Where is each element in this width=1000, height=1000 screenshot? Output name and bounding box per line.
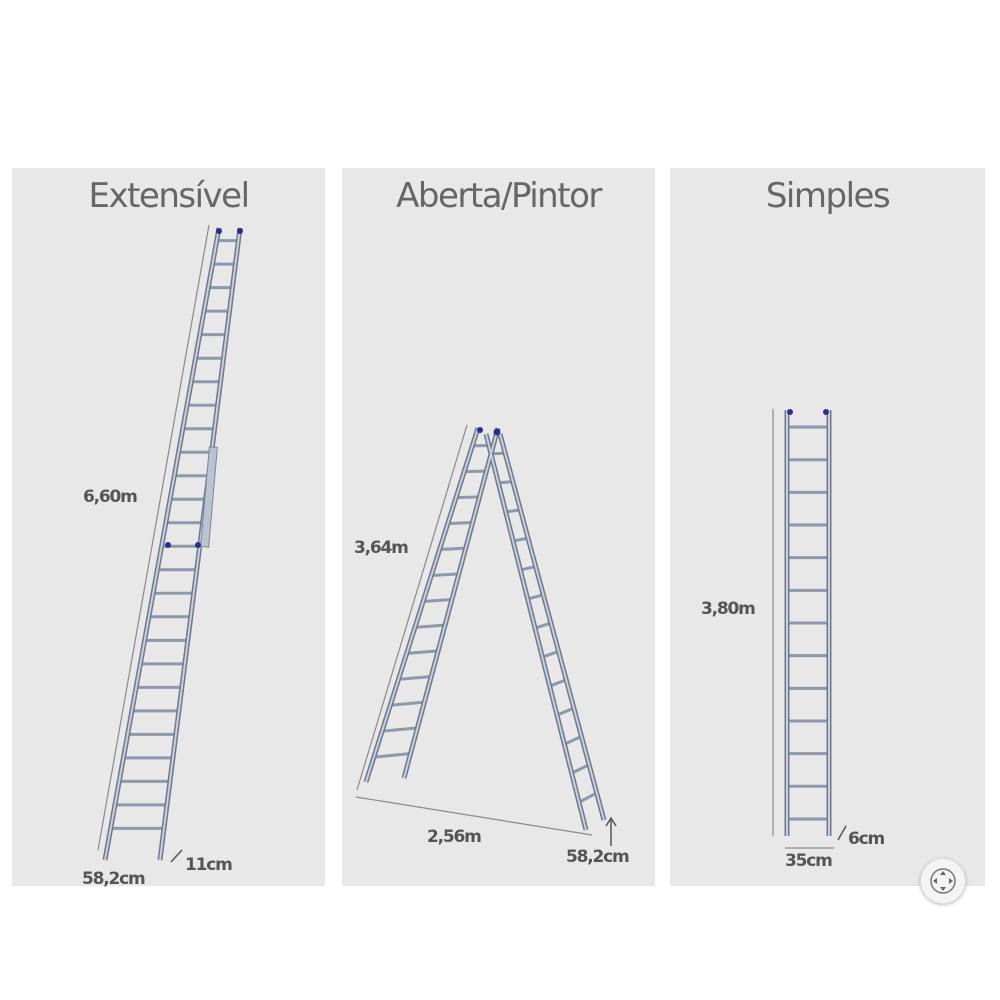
ladder-rung [390, 700, 425, 707]
depth-tick [837, 825, 847, 841]
ladder-rung [414, 623, 446, 629]
extension-ladder: 6,60m 58,2cm 11cm [82, 224, 243, 889]
rail-cap [823, 409, 829, 415]
depth-tick [170, 849, 183, 863]
ladder-rung [563, 735, 583, 746]
ladder-rung [431, 572, 459, 577]
ladder-rung [455, 495, 480, 500]
depth-label: 11cm [185, 855, 232, 875]
width-label: 35cm [785, 851, 832, 871]
rail-cap [787, 409, 793, 415]
spread-dimension-line [355, 796, 593, 836]
height-dimension-line [356, 424, 468, 791]
ladder-rung [556, 706, 575, 717]
hinge-cap [493, 428, 501, 436]
panel-aberta-pintor [342, 168, 655, 886]
ladder-rung [439, 546, 466, 552]
ladder-rung [381, 726, 418, 733]
panel-title-simples: Simples [765, 176, 891, 216]
height-label: 6,60m [83, 487, 137, 507]
ladder-rung [423, 598, 453, 603]
ladder-rung [512, 536, 529, 543]
height-label: 3,64m [354, 538, 408, 558]
ladder-rung [549, 678, 567, 688]
ladder-rung [447, 521, 473, 526]
step-ladder: 3,64m 2,56m 58,2cm [354, 424, 630, 867]
ladder-rung [373, 752, 411, 759]
ladder-rung [406, 649, 439, 655]
rail-cap [477, 427, 483, 433]
single-ladder: 3,80m 35cm 6cm [701, 409, 886, 871]
ladder-rung [534, 621, 552, 630]
ladder-rung [398, 675, 432, 681]
ladder-rung [520, 565, 537, 572]
width-label: 58,2cm [566, 847, 629, 867]
rail-cap [165, 542, 171, 548]
rail-cap [216, 228, 222, 234]
spread-label: 2,56m [427, 827, 481, 847]
ladder-rung [541, 650, 560, 659]
panel-title-aberta-pintor: Aberta/Pintor [396, 176, 602, 216]
height-label: 3,80m [701, 599, 755, 619]
rail-cap [195, 542, 201, 548]
move-arrows-icon [930, 868, 956, 894]
panel-title-extensivel: Extensível [88, 176, 250, 216]
ladder-rung [527, 593, 544, 601]
ladder-rung [571, 763, 590, 775]
panel-extensivel [12, 168, 325, 886]
rail-cap [237, 228, 243, 234]
extension-slider [200, 446, 218, 548]
depth-label: 6cm [848, 829, 885, 849]
height-dimension-line [97, 224, 210, 851]
width-label: 58,2cm [82, 869, 145, 889]
move-zoom-icon[interactable] [920, 858, 966, 904]
ladder-rung [578, 791, 598, 804]
